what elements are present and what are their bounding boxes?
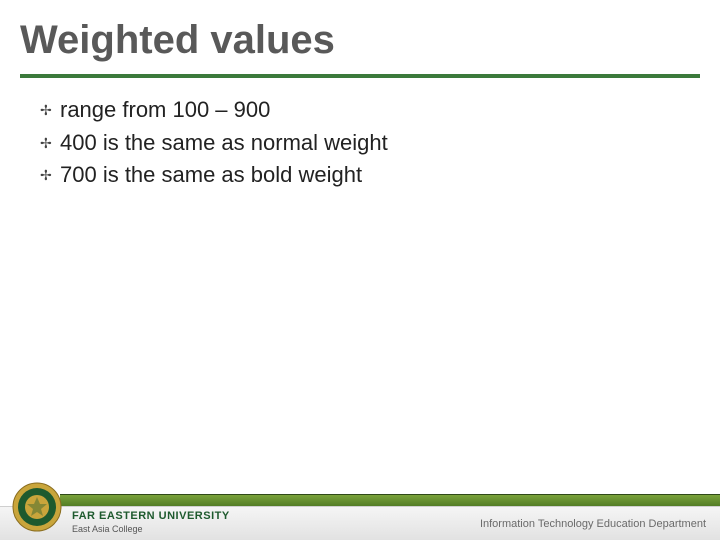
bullet-icon: ✢ <box>40 167 60 184</box>
list-item: ✢ 400 is the same as normal weight <box>40 129 680 158</box>
university-seal-icon <box>12 482 62 532</box>
university-name: FAR EASTERN UNIVERSITY <box>72 511 230 522</box>
list-item: ✢ range from 100 – 900 <box>40 96 680 125</box>
bullet-text: range from 100 – 900 <box>60 96 270 125</box>
department-name: Information Technology Education Departm… <box>480 518 706 530</box>
bullet-text: 700 is the same as bold weight <box>60 161 362 190</box>
list-item: ✢ 700 is the same as bold weight <box>40 161 680 190</box>
bullet-list: ✢ range from 100 – 900 ✢ 400 is the same… <box>40 96 680 194</box>
bullet-text: 400 is the same as normal weight <box>60 129 388 158</box>
university-block: FAR EASTERN UNIVERSITY East Asia College <box>72 508 230 538</box>
slide: Weighted values ✢ range from 100 – 900 ✢… <box>0 0 720 540</box>
bullet-icon: ✢ <box>40 102 60 119</box>
slide-title: Weighted values <box>20 18 335 63</box>
bullet-icon: ✢ <box>40 135 60 152</box>
title-underline <box>20 74 700 78</box>
footer: FAR EASTERN UNIVERSITY East Asia College… <box>0 480 720 540</box>
college-name: East Asia College <box>72 524 230 535</box>
